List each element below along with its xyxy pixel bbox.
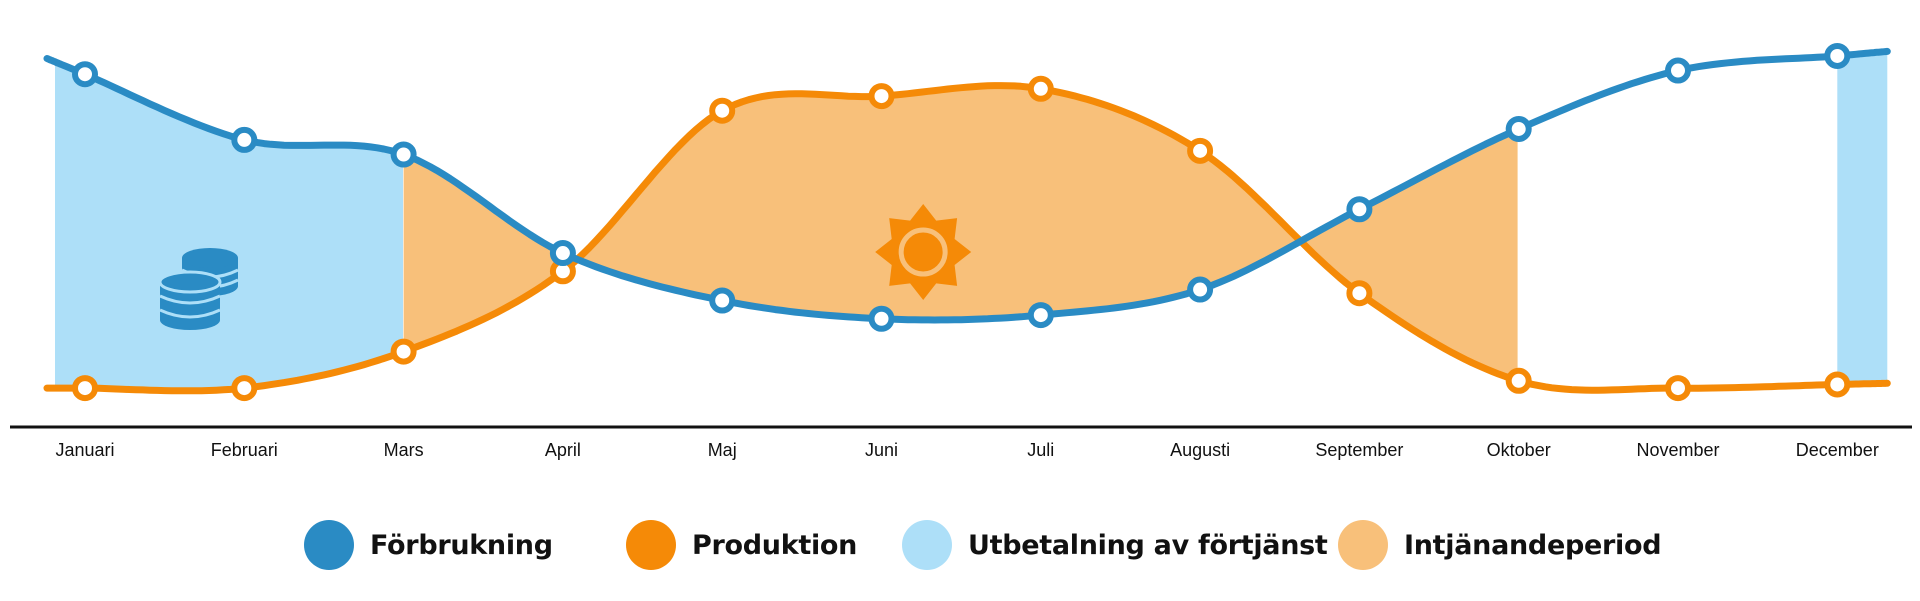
legend-label-utbetalning: Utbetalning av förtjänst bbox=[968, 529, 1328, 561]
legend-label-intjanandeperiod: Intjänandeperiod bbox=[1404, 529, 1662, 561]
x-tick-label-november: November bbox=[1636, 440, 1719, 460]
chart-icons bbox=[158, 204, 972, 330]
point-produktion-november bbox=[1665, 375, 1691, 402]
point-forbrukning-februari bbox=[231, 126, 258, 153]
point-forbrukning-december bbox=[1824, 42, 1851, 69]
series-line-produktion bbox=[43, 82, 1891, 395]
legend: Förbrukning Produktion Utbetalning av fö… bbox=[0, 515, 1920, 575]
x-tick-label-september: September bbox=[1315, 440, 1403, 460]
point-produktion-augusti bbox=[1187, 137, 1214, 164]
x-axis-ticks: Januari Februari Mars April Maj Juni Juli Augus… bbox=[55, 440, 1878, 460]
point-forbrukning-maj bbox=[709, 287, 736, 314]
x-tick-label-februari: Februari bbox=[211, 440, 278, 460]
series-line-forbrukning bbox=[43, 47, 1891, 324]
point-produktion-maj bbox=[709, 97, 736, 124]
point-produktion-juli bbox=[1027, 75, 1054, 102]
chart: Januari Februari Mars April Maj Juni Juli Augus… bbox=[10, 42, 1912, 460]
legend-item-produktion: Produktion bbox=[626, 515, 857, 575]
point-forbrukning-mars bbox=[390, 141, 417, 168]
legend-label-produktion: Produktion bbox=[692, 529, 858, 561]
chart-lines bbox=[43, 47, 1891, 395]
x-tick-label-juni: Juni bbox=[865, 440, 898, 460]
point-produktion-juni bbox=[868, 83, 895, 110]
point-produktion-december bbox=[1824, 371, 1851, 398]
sun-icon bbox=[875, 204, 972, 300]
point-produktion-februari bbox=[231, 375, 258, 402]
chart-points bbox=[72, 42, 1851, 402]
point-produktion-oktober bbox=[1505, 367, 1532, 394]
area-utbetalning-december bbox=[1837, 51, 1888, 385]
point-forbrukning-oktober bbox=[1505, 115, 1532, 142]
chart-areas bbox=[55, 51, 1888, 391]
legend-item-intjanandeperiod: Intjänandeperiod bbox=[1338, 515, 1662, 575]
x-tick-label-augusti: Augusti bbox=[1170, 440, 1230, 460]
point-forbrukning-januari bbox=[72, 61, 98, 88]
point-forbrukning-augusti bbox=[1187, 276, 1214, 303]
area-utbetalning bbox=[55, 61, 403, 391]
x-tick-label-december: December bbox=[1796, 440, 1879, 460]
point-produktion-januari bbox=[72, 375, 98, 402]
point-forbrukning-juni bbox=[868, 305, 895, 332]
legend-item-utbetalning: Utbetalning av förtjänst bbox=[902, 515, 1328, 575]
x-tick-label-maj: Maj bbox=[708, 440, 737, 460]
point-forbrukning-september bbox=[1346, 196, 1373, 223]
coins-icon bbox=[158, 248, 239, 330]
point-forbrukning-november bbox=[1665, 57, 1691, 84]
legend-swatch-intjanandeperiod bbox=[1338, 520, 1388, 570]
x-tick-label-april: April bbox=[545, 440, 581, 460]
x-tick-label-juli: Juli bbox=[1027, 440, 1054, 460]
point-forbrukning-juli bbox=[1027, 302, 1054, 329]
legend-swatch-forbrukning bbox=[304, 520, 354, 570]
point-produktion-mars bbox=[390, 338, 417, 365]
point-produktion-september bbox=[1346, 280, 1373, 307]
x-tick-label-mars: Mars bbox=[384, 440, 424, 460]
x-tick-label-januari: Januari bbox=[55, 440, 114, 460]
legend-swatch-utbetalning bbox=[902, 520, 952, 570]
x-tick-label-oktober: Oktober bbox=[1487, 440, 1551, 460]
point-forbrukning-april bbox=[549, 240, 576, 267]
area-intjanandeperiod bbox=[403, 85, 1518, 381]
legend-label-forbrukning: Förbrukning bbox=[370, 529, 553, 561]
legend-item-forbrukning: Förbrukning bbox=[304, 515, 553, 575]
legend-swatch-produktion bbox=[626, 520, 676, 570]
